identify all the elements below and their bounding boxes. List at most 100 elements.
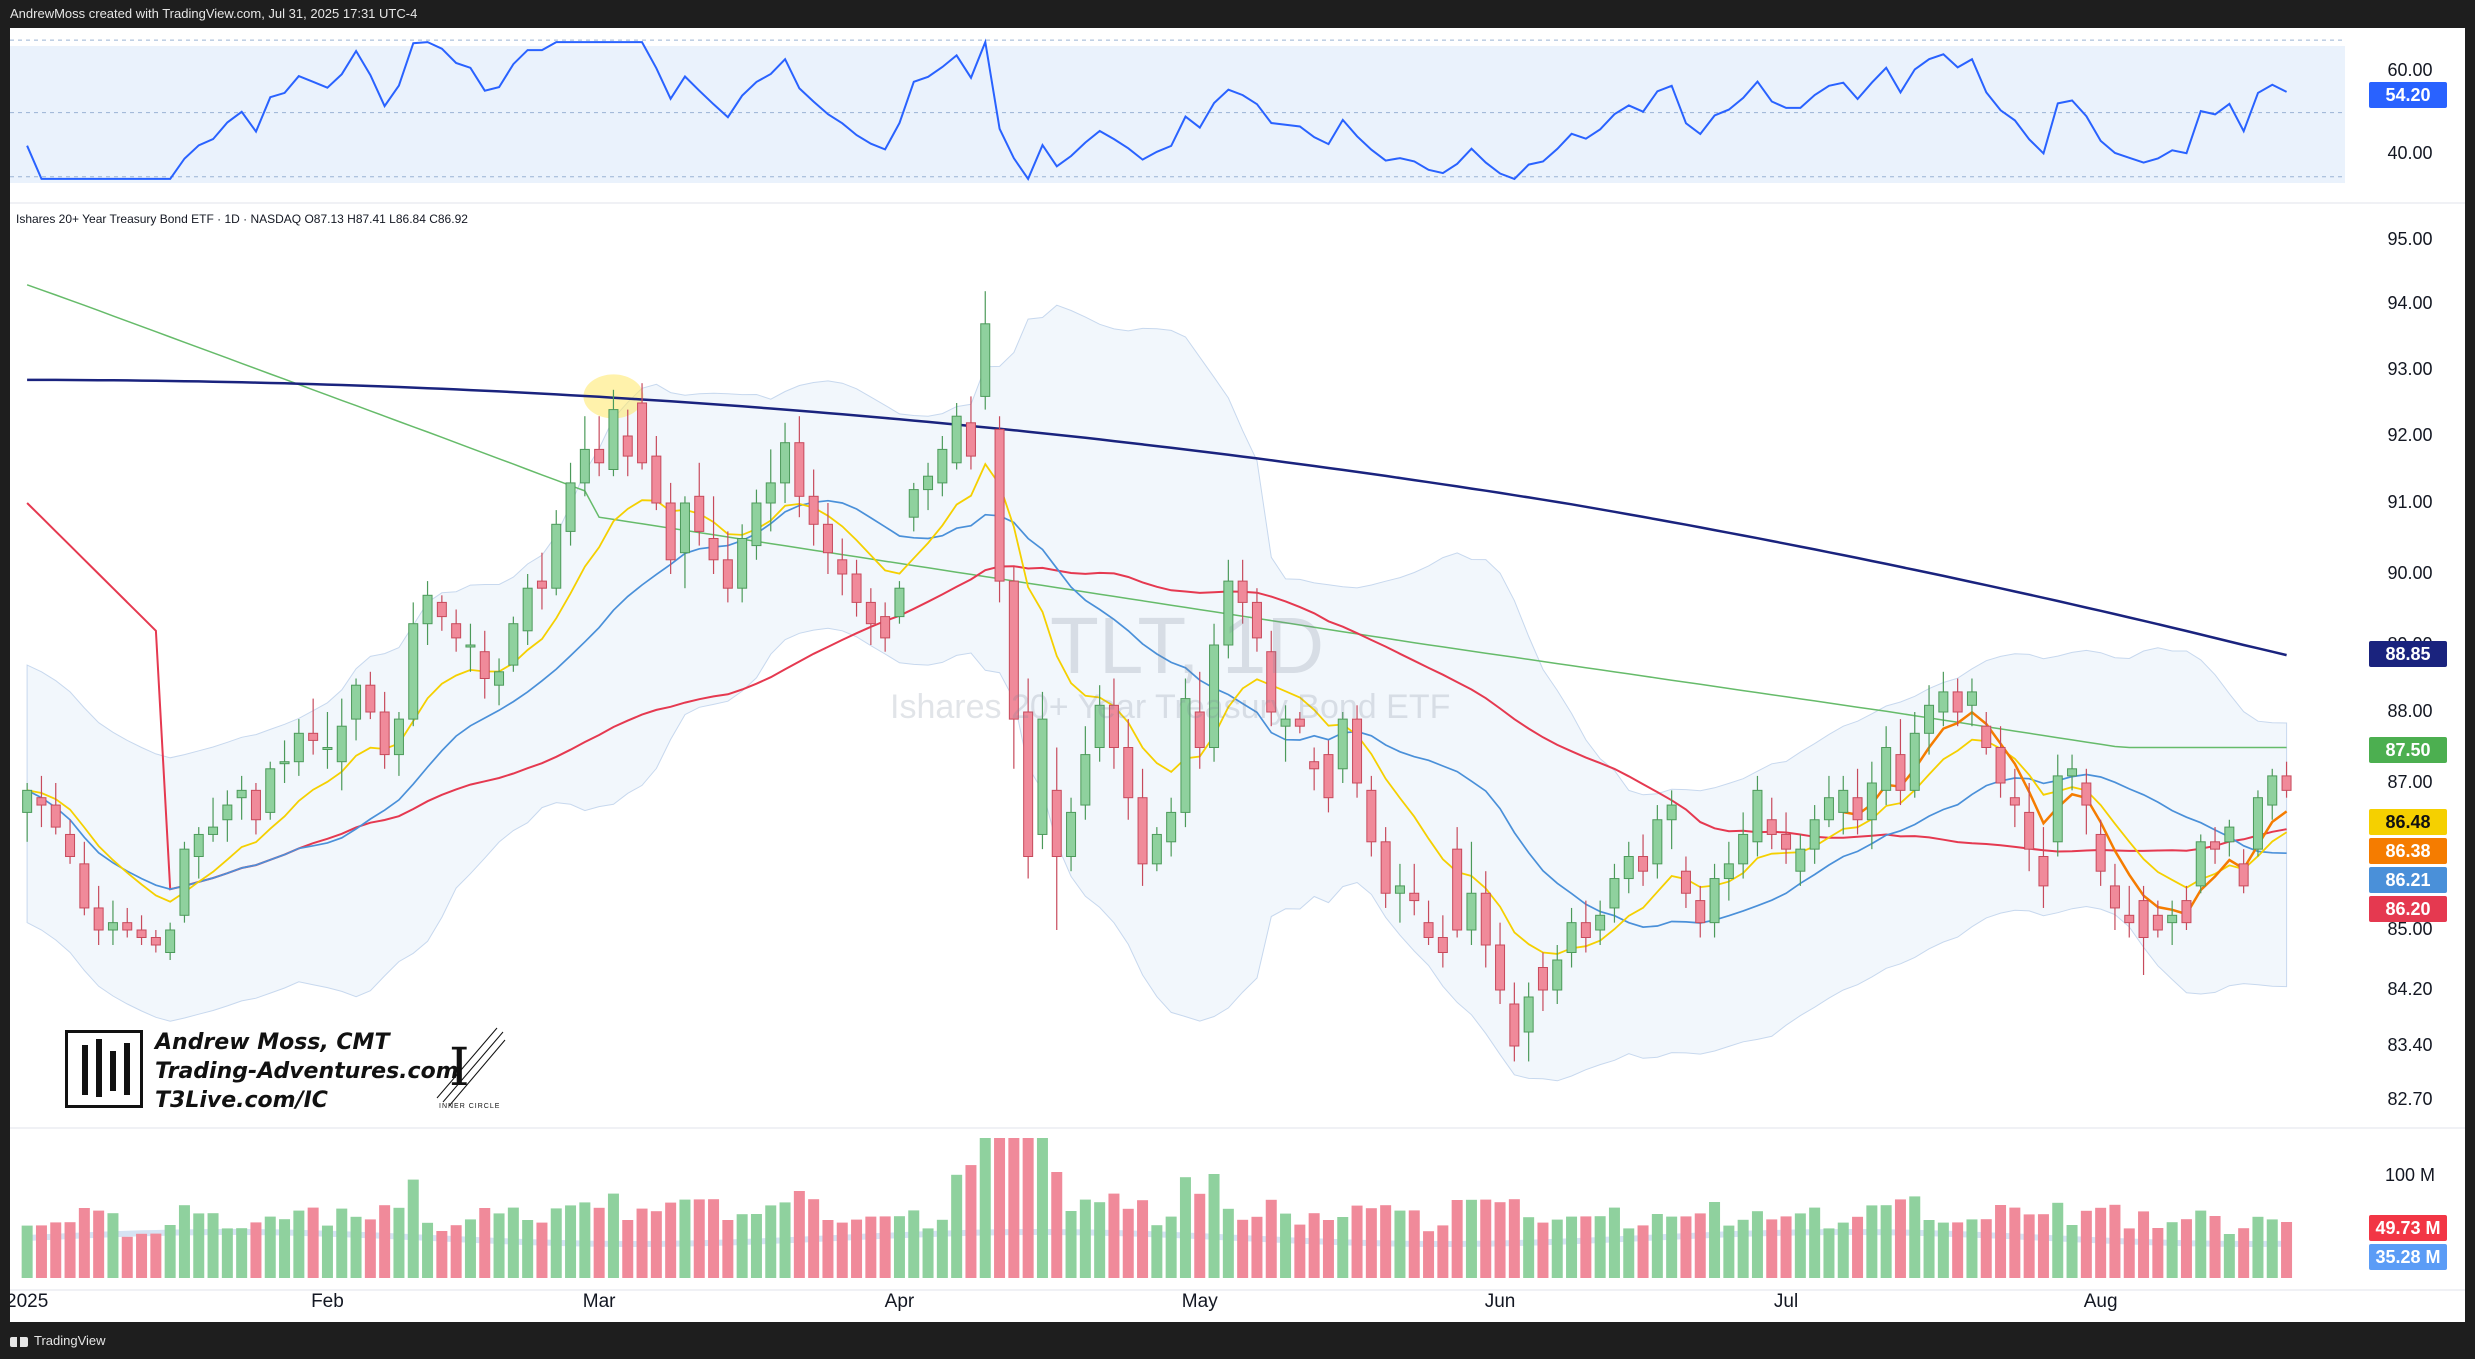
candle-body xyxy=(1566,922,1577,954)
candle-body xyxy=(1852,797,1863,821)
candle-body xyxy=(665,502,676,561)
candle-body xyxy=(436,601,447,618)
volume-bar xyxy=(1137,1200,1149,1278)
candle-body xyxy=(2124,914,2135,924)
volume-bar xyxy=(2066,1225,2078,1278)
volume-bar xyxy=(1051,1172,1063,1278)
candle-body xyxy=(1838,789,1849,813)
candle-body xyxy=(980,323,991,397)
volume-bar xyxy=(1365,1208,1377,1278)
volume-bar xyxy=(50,1222,62,1278)
volume-bar xyxy=(922,1228,934,1278)
volume-bar xyxy=(1408,1210,1420,1278)
volume-bar xyxy=(2023,1214,2035,1278)
volume-bar xyxy=(1423,1231,1435,1278)
volume-bar xyxy=(2052,1202,2064,1278)
volume-bar xyxy=(150,1233,162,1278)
volume-bar xyxy=(565,1205,577,1278)
volume-bar xyxy=(1179,1177,1191,1278)
candle-body xyxy=(565,482,576,532)
candle-body xyxy=(351,684,362,720)
volume-bar xyxy=(665,1202,677,1278)
rsi-value-tag: 54.20 xyxy=(2369,82,2447,109)
volume-bar xyxy=(107,1213,119,1278)
volume-bar xyxy=(2238,1228,2250,1278)
volume-bar xyxy=(2009,1207,2021,1278)
candle-body xyxy=(50,804,61,828)
candle-body xyxy=(1580,922,1591,939)
volume-average-tag: 35.28 M xyxy=(2369,1244,2447,1270)
volume-bar xyxy=(64,1222,76,1278)
candle-body xyxy=(1337,718,1348,770)
price-tick-label: 83.40 xyxy=(2387,1035,2433,1055)
chart-panel[interactable]: Ishares 20+ Year Treasury Bond ETF · 1D … xyxy=(10,28,2465,1322)
candle-body xyxy=(751,502,762,547)
candle-body xyxy=(2267,775,2278,806)
candle-body xyxy=(1251,601,1262,639)
candle-body xyxy=(65,833,76,858)
volume-bar xyxy=(1995,1205,2007,1278)
candle-body xyxy=(1209,644,1220,748)
volume-bar xyxy=(607,1193,619,1278)
volume-bar xyxy=(321,1225,333,1278)
candle-body xyxy=(822,523,833,554)
footer-bar: TradingView xyxy=(0,1322,2475,1359)
volume-bar xyxy=(1222,1208,1234,1278)
author-link: T3Live.com/IC xyxy=(155,1088,328,1113)
candle-body xyxy=(1180,698,1191,813)
candle-body xyxy=(1394,885,1405,894)
volume-bar xyxy=(1837,1222,1849,1278)
candle-body xyxy=(1738,833,1749,865)
volume-bar xyxy=(207,1213,219,1278)
candle-body xyxy=(93,907,104,931)
candle-body xyxy=(1495,944,1506,991)
volume-bar xyxy=(35,1225,47,1278)
volume-bar xyxy=(1766,1219,1778,1278)
candle-body xyxy=(1638,856,1649,872)
volume-bar xyxy=(193,1213,205,1278)
volume-bar xyxy=(1694,1213,1706,1278)
candle-body xyxy=(265,768,276,813)
rsi-tick-label: 60.00 xyxy=(2387,60,2433,81)
time-tick-label: Aug xyxy=(2083,1291,2118,1312)
volume-bar xyxy=(1523,1217,1535,1278)
candle-body xyxy=(279,761,290,765)
volume-bar xyxy=(2037,1214,2049,1278)
candle-body xyxy=(1709,878,1720,924)
volume-bar xyxy=(1494,1202,1506,1278)
candle-body xyxy=(894,587,905,618)
candle-body xyxy=(22,789,33,813)
rsi-pane xyxy=(10,38,2345,183)
volume-bar xyxy=(1280,1213,1292,1278)
candle-body xyxy=(1323,754,1334,799)
candle-body xyxy=(1781,833,1792,850)
volume-bar xyxy=(593,1207,605,1278)
volume-bar xyxy=(1151,1225,1163,1278)
candle-body xyxy=(1223,580,1234,646)
candle-body xyxy=(1981,725,1992,749)
volume-bar xyxy=(93,1210,105,1278)
candle-body xyxy=(851,573,862,603)
candle-body xyxy=(465,644,476,648)
candle-body xyxy=(594,448,605,464)
volume-bar xyxy=(1537,1222,1549,1278)
volume-value-tag: 49.73 M xyxy=(2369,1215,2447,1241)
chart-canvas[interactable] xyxy=(10,28,2465,1322)
candle-body xyxy=(1723,863,1734,880)
volume-bar xyxy=(236,1228,248,1278)
volume-bar xyxy=(1623,1228,1635,1278)
candle-body xyxy=(1108,704,1119,748)
candle-body xyxy=(765,482,776,504)
volume-bar xyxy=(1608,1207,1620,1278)
candle-body xyxy=(737,538,748,589)
volume-bar xyxy=(836,1222,848,1278)
candle-body xyxy=(722,559,733,589)
volume-bar xyxy=(550,1208,562,1278)
candle-body xyxy=(1595,914,1606,931)
volume-bar xyxy=(1866,1205,1878,1278)
rsi-line xyxy=(26,38,2288,181)
volume-pane xyxy=(21,1138,2293,1278)
author-branding: Andrew Moss, CMT Trading-Adventures.com … xyxy=(65,1018,545,1158)
volume-bar xyxy=(908,1210,920,1278)
candle-body xyxy=(1037,718,1048,835)
